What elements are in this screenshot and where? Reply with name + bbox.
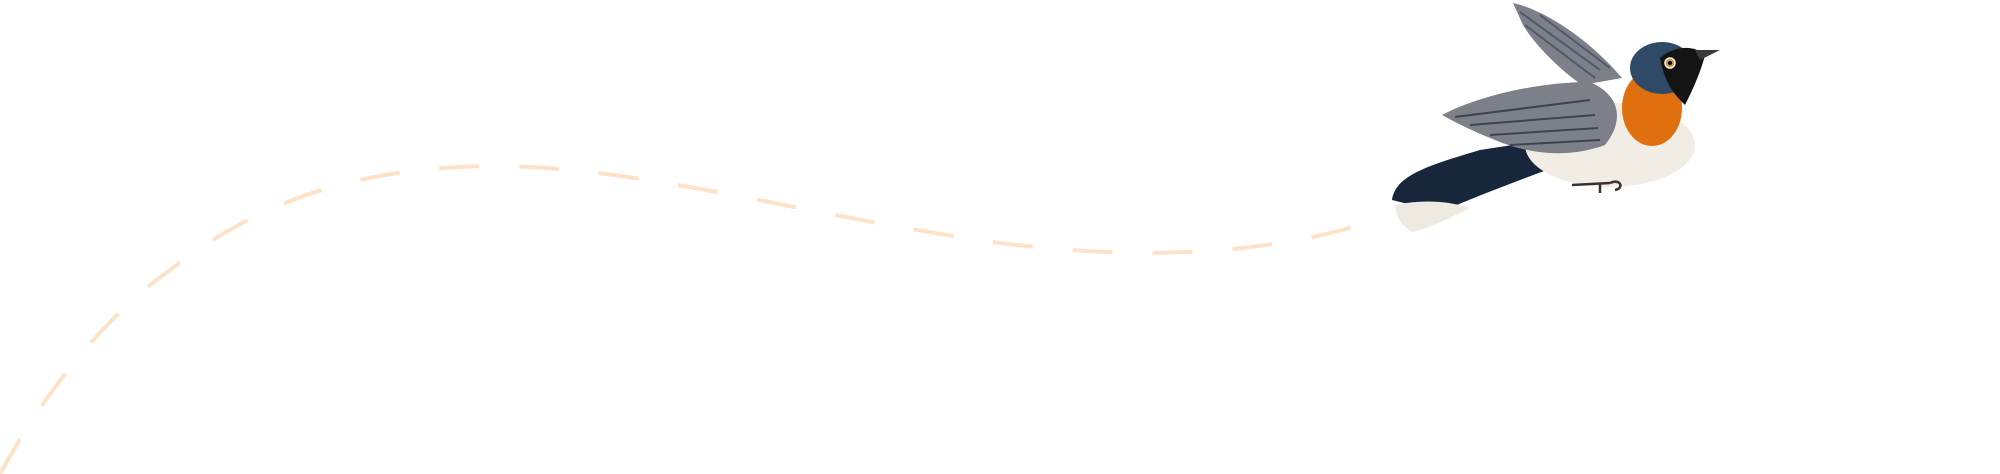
- bird-upper-wing-feathers: [1519, 11, 1611, 79]
- bird-pupil: [1668, 61, 1672, 65]
- bird-lower-wing: [1442, 82, 1617, 154]
- dashed-flight-path: [0, 163, 1361, 474]
- bird-tail: [1392, 140, 1560, 212]
- bird-upper-wing: [1513, 3, 1622, 85]
- bird-beak: [1695, 50, 1720, 60]
- bird-lower-wing-feathers: [1454, 99, 1601, 146]
- bird-tail-tips: [1395, 201, 1470, 232]
- bird-feet: [1571, 180, 1622, 193]
- bird-illustration: [1392, 3, 1720, 232]
